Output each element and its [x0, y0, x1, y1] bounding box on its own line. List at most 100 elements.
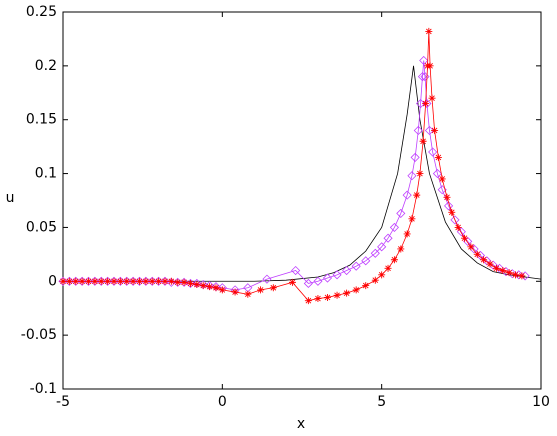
diamond-marker — [514, 270, 524, 280]
x-tick-label: 5 — [377, 394, 386, 410]
diamond-marker — [370, 248, 380, 258]
y-axis-label: u — [6, 190, 15, 206]
asterisk-marker — [269, 284, 277, 292]
asterisk-marker — [148, 277, 156, 285]
asterisk-marker — [431, 126, 439, 134]
asterisk-marker — [499, 267, 507, 275]
asterisk-marker — [425, 27, 433, 35]
asterisk-marker — [72, 277, 80, 285]
diamond-marker — [77, 276, 87, 286]
asterisk-marker — [142, 277, 150, 285]
diamond-marker — [291, 265, 301, 276]
x-tick-label: -5 — [56, 394, 70, 410]
y-tick-label: -0.1 — [30, 381, 57, 397]
asterisk-marker — [467, 243, 475, 251]
asterisk-marker — [135, 277, 143, 285]
asterisk-marker — [314, 295, 322, 303]
diamond-marker — [128, 276, 138, 286]
asterisk-marker — [434, 153, 442, 161]
asterisk-marker — [199, 282, 207, 290]
asterisk-marker — [104, 277, 112, 285]
diamond-marker — [154, 276, 164, 286]
diamond-marker — [64, 276, 74, 286]
diamond-marker — [160, 276, 170, 286]
asterisk-marker — [78, 277, 86, 285]
y-tick-label: 0.1 — [35, 166, 57, 182]
diamond-marker — [303, 278, 313, 289]
asterisk-marker — [378, 271, 386, 279]
asterisk-marker — [193, 281, 201, 289]
asterisk-marker — [408, 215, 416, 223]
asterisk-marker — [461, 234, 469, 242]
asterisk-marker — [257, 286, 265, 294]
diamond-marker — [495, 263, 505, 273]
asterisk-marker — [428, 94, 436, 102]
asterisk-marker — [186, 279, 194, 287]
asterisk-marker — [416, 170, 424, 178]
y-tick-label: 0.25 — [26, 4, 57, 20]
asterisk-marker — [161, 277, 169, 285]
x-tick-label: 10 — [532, 394, 550, 410]
asterisk-marker — [505, 269, 513, 277]
diamond-marker — [402, 190, 412, 200]
diamond-marker — [413, 125, 423, 136]
diamond-marker — [332, 270, 342, 280]
y-tick-label: 0.05 — [26, 219, 57, 235]
diamond-marker — [58, 276, 68, 286]
asterisk-marker — [304, 297, 312, 305]
asterisk-marker — [231, 288, 239, 296]
asterisk-marker — [438, 175, 446, 183]
diamond-marker — [185, 278, 196, 289]
asterisk-marker — [333, 291, 341, 299]
asterisk-marker — [218, 286, 226, 294]
asterisk-marker — [352, 286, 360, 294]
diamond-marker — [424, 125, 435, 136]
diamond-marker — [322, 273, 333, 283]
asterisk-marker — [110, 277, 118, 285]
asterisk-marker — [59, 277, 67, 285]
asterisk-marker — [362, 282, 370, 290]
diamond-marker — [313, 276, 323, 286]
diamond-marker — [383, 233, 393, 243]
diamond-marker — [115, 276, 125, 286]
diamond-marker — [90, 276, 100, 286]
diamond-marker — [122, 276, 132, 286]
asterisk-marker — [443, 193, 451, 201]
diamond-marker — [179, 277, 189, 287]
asterisk-marker — [480, 256, 488, 264]
diamond-marker — [109, 276, 119, 286]
diamond-marker — [396, 208, 406, 218]
asterisk-marker — [512, 271, 520, 279]
diamond-marker — [407, 171, 417, 181]
asterisk-marker — [426, 62, 434, 70]
asterisk-marker — [65, 277, 73, 285]
diamond-marker — [389, 222, 399, 232]
asterisk-marker — [384, 264, 392, 272]
y-tick-label: 0.15 — [26, 112, 57, 128]
diamond-marker — [83, 276, 94, 286]
x-axis-label: x — [297, 416, 305, 432]
diamond-marker — [71, 276, 81, 286]
diamond-marker — [96, 276, 106, 286]
asterisk-marker — [371, 276, 379, 284]
asterisk-marker — [390, 256, 398, 264]
asterisk-marker — [155, 277, 163, 285]
diamond-marker — [351, 261, 361, 271]
diamond-marker — [432, 169, 442, 179]
diamond-marker — [377, 242, 387, 252]
asterisk-marker — [492, 264, 500, 272]
asterisk-marker — [323, 293, 331, 301]
asterisk-marker — [116, 277, 124, 285]
asterisk-marker — [174, 278, 182, 286]
diamond-marker — [450, 215, 460, 225]
diamond-marker — [342, 265, 352, 276]
diamond-marker — [147, 276, 157, 286]
asterisk-marker — [123, 277, 131, 285]
diamond-marker — [415, 98, 426, 109]
diamond-marker — [173, 277, 183, 287]
asterisk-marker — [244, 290, 252, 298]
asterisk-marker — [91, 277, 99, 285]
diamond-marker — [361, 256, 371, 266]
diamond-marker — [456, 227, 466, 237]
